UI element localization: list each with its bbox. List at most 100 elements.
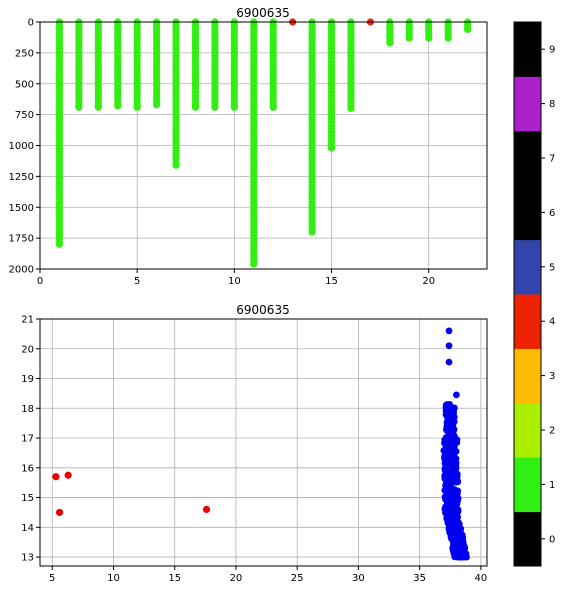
top-y-tick-label: 750 bbox=[15, 110, 34, 121]
bottom-x-tick-label: 30 bbox=[352, 573, 365, 584]
colorbar-tick-label: 3 bbox=[549, 371, 555, 382]
blue-point bbox=[441, 473, 449, 480]
profile-column bbox=[347, 18, 355, 113]
profile-point bbox=[463, 25, 472, 34]
profile-column bbox=[327, 18, 336, 152]
profile-point bbox=[153, 101, 161, 109]
blue-point bbox=[445, 358, 453, 366]
blue-point bbox=[460, 541, 467, 549]
colorbar-ticks: 0 1 2 3 4 5 6 7 8 9 bbox=[541, 45, 555, 545]
bottom-y-tick-label: 18 bbox=[21, 404, 34, 415]
profile-column bbox=[444, 18, 452, 42]
bottom-grid bbox=[40, 318, 487, 566]
blue-point bbox=[443, 427, 451, 435]
blue-point bbox=[445, 342, 453, 350]
blue-point bbox=[452, 547, 459, 555]
colorbar-tick-label: 8 bbox=[549, 99, 555, 110]
blue-point bbox=[443, 435, 451, 443]
colorbar-cell bbox=[514, 239, 541, 295]
profile-column bbox=[55, 18, 64, 248]
top-y-ticks: 0 250 500 750 1000 1250 1500 1750 2000 bbox=[9, 18, 40, 276]
top-x-ticks: 0 5 10 15 20 bbox=[37, 269, 435, 287]
top-plot: 6900635 0 5 10 15 20 0 250 500 750 1000 1250 1500 1… bbox=[9, 6, 488, 287]
colorbar-cell bbox=[514, 22, 541, 77]
profile-column bbox=[172, 18, 180, 169]
blue-point bbox=[443, 515, 451, 523]
profile-column bbox=[94, 18, 102, 111]
colorbar-cell bbox=[514, 511, 541, 567]
profile-point bbox=[55, 240, 64, 248]
colorbar: 0 1 2 3 4 5 6 7 8 9 bbox=[513, 21, 555, 567]
blue-point bbox=[447, 406, 455, 414]
profile-point bbox=[405, 34, 413, 42]
profile-column bbox=[308, 18, 316, 236]
bottom-plot-title: 6900635 bbox=[236, 303, 289, 317]
bottom-x-tick-label: 40 bbox=[475, 573, 488, 584]
colorbar-cell bbox=[514, 130, 541, 186]
blue-point bbox=[457, 534, 464, 542]
top-y-tick-label: 1000 bbox=[9, 141, 34, 152]
top-marks bbox=[55, 18, 472, 268]
top-y-tick-label: 0 bbox=[28, 18, 34, 29]
profile-point bbox=[230, 103, 238, 111]
top-x-tick-label: 0 bbox=[37, 276, 43, 287]
red-point bbox=[52, 473, 60, 481]
bottom-x-tick-label: 10 bbox=[107, 573, 120, 584]
bottom-x-tick-label: 25 bbox=[291, 573, 304, 584]
blue-point bbox=[441, 460, 449, 467]
colorbar-cell bbox=[514, 76, 541, 132]
profile-point bbox=[327, 144, 336, 152]
top-y-tick-label: 250 bbox=[15, 48, 34, 59]
bottom-y-ticks: 13 14 15 16 17 18 19 20 21 bbox=[21, 315, 40, 564]
profile-column bbox=[425, 18, 433, 42]
top-y-tick-label: 1500 bbox=[9, 203, 34, 214]
profile-point bbox=[114, 102, 122, 110]
bottom-plot-frame bbox=[39, 318, 488, 567]
profile-point bbox=[347, 104, 355, 113]
bottom-x-tick-label: 5 bbox=[49, 573, 55, 584]
profile-column bbox=[386, 18, 394, 47]
blue-point bbox=[461, 553, 469, 561]
top-y-tick-label: 2000 bbox=[9, 265, 34, 276]
bottom-y-tick-label: 15 bbox=[21, 493, 34, 504]
profile-point bbox=[211, 103, 219, 111]
profile-column bbox=[250, 18, 258, 268]
blue-point bbox=[454, 522, 462, 530]
profile-point bbox=[386, 39, 394, 47]
profile-point bbox=[444, 34, 452, 42]
colorbar-tick-label: 1 bbox=[549, 480, 555, 491]
colorbar-tick-label: 4 bbox=[549, 317, 555, 328]
bottom-marks bbox=[52, 327, 470, 561]
profile-point bbox=[425, 34, 433, 42]
colorbar-tick-label: 0 bbox=[549, 534, 555, 545]
profile-column bbox=[114, 18, 122, 110]
colorbar-cell bbox=[514, 294, 541, 349]
colorbar-frame bbox=[513, 21, 542, 567]
top-y-tick-label: 1250 bbox=[9, 172, 34, 183]
profile-column bbox=[230, 18, 238, 111]
red-point bbox=[55, 508, 64, 517]
profile-point bbox=[308, 228, 316, 236]
blue-point bbox=[446, 529, 454, 537]
bottom-y-tick-label: 20 bbox=[21, 344, 34, 355]
colorbar-tick-label: 7 bbox=[549, 154, 555, 165]
profile-point bbox=[75, 103, 83, 111]
top-x-tick-label: 10 bbox=[228, 276, 241, 287]
profile-point bbox=[250, 260, 258, 268]
bottom-y-tick-label: 19 bbox=[21, 374, 34, 385]
top-y-tick-label: 500 bbox=[15, 79, 34, 90]
profile-column bbox=[191, 18, 200, 111]
blue-point bbox=[445, 522, 453, 530]
profile-column bbox=[463, 18, 472, 34]
top-x-tick-label: 15 bbox=[325, 276, 338, 287]
bottom-x-tick-label: 15 bbox=[168, 573, 181, 584]
blue-point bbox=[451, 487, 459, 495]
blue-point bbox=[451, 505, 458, 513]
profile-point bbox=[269, 103, 277, 111]
profile-point bbox=[94, 103, 102, 111]
bottom-y-tick-label: 14 bbox=[21, 523, 34, 534]
colorbar-tick-label: 6 bbox=[549, 208, 555, 219]
top-plot-title: 6900635 bbox=[236, 6, 289, 20]
blue-point bbox=[445, 327, 453, 335]
